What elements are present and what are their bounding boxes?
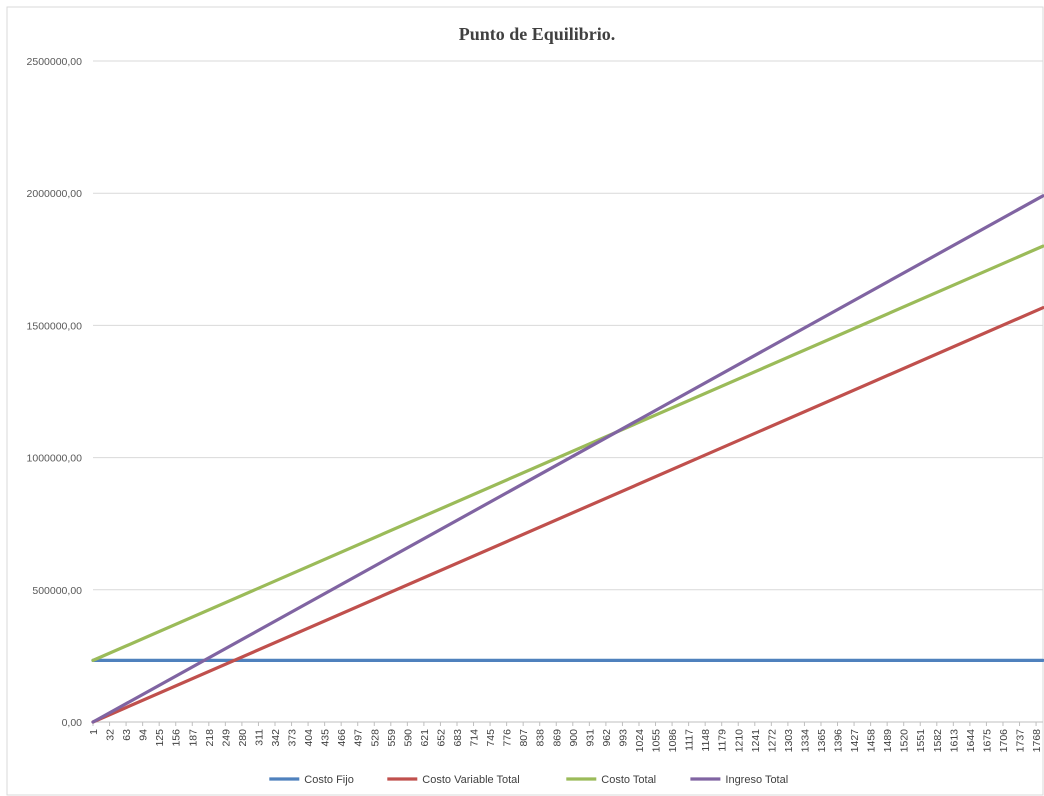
legend-label: Costo Variable Total — [422, 774, 519, 786]
x-tick-label: 32 — [105, 729, 117, 741]
x-tick-label: 652 — [435, 729, 447, 747]
x-tick-label: 1365 — [816, 729, 828, 753]
x-tick-label: 869 — [551, 729, 563, 747]
chart-frame — [6, 6, 1044, 796]
x-tick-label: 1179 — [717, 729, 729, 752]
chart-title: Punto de Equilibrio. — [459, 24, 616, 44]
gridlines — [93, 60, 1043, 591]
x-tick-label: 745 — [485, 729, 497, 747]
x-tick-label: 1 — [88, 729, 100, 735]
x-tick-label: 1582 — [932, 729, 944, 753]
x-tick-label: 63 — [121, 729, 133, 741]
x-tick-label: 993 — [617, 729, 629, 747]
x-tick-label: 807 — [518, 729, 530, 747]
series-line-costo-total — [91, 244, 1044, 663]
x-tick-label: 1644 — [965, 729, 977, 753]
x-tick-label: 900 — [568, 729, 580, 747]
x-tick-label: 621 — [419, 729, 431, 747]
y-axis-tick-labels: 0,00 500000,00 1000000,00 1500000,00 2000000… — [27, 56, 83, 729]
series-line-ingreso-total — [91, 194, 1044, 724]
x-tick-label: 1675 — [981, 729, 993, 753]
x-tick-label: 218 — [204, 729, 216, 747]
x-tick-label: 1334 — [799, 729, 811, 753]
x-tick-label: 342 — [270, 729, 282, 747]
y-tick-label: 500000,00 — [32, 585, 82, 597]
y-tick-label: 0,00 — [62, 717, 83, 729]
y-tick-label: 1500000,00 — [27, 320, 83, 332]
series-line-costo-variable-total — [91, 306, 1044, 724]
x-tick-label: 1613 — [948, 729, 960, 753]
x-tick-label: 528 — [369, 729, 381, 747]
x-tick-label: 1272 — [766, 729, 778, 753]
x-tick-label: 931 — [584, 729, 596, 747]
x-tick-label: 404 — [303, 729, 315, 747]
x-tick-label: 497 — [353, 729, 365, 747]
x-tick-label: 1706 — [998, 729, 1010, 753]
x-tick-label: 125 — [154, 729, 166, 747]
x-tick-label: 1241 — [750, 729, 762, 753]
x-tick-label: 466 — [336, 729, 348, 747]
x-tick-label: 1055 — [651, 729, 663, 753]
x-tick-label: 187 — [187, 729, 199, 747]
series-lines — [91, 194, 1044, 724]
x-tick-label: 1520 — [899, 729, 911, 753]
x-tick-label: 1303 — [783, 729, 795, 753]
x-tick-label: 1458 — [866, 729, 878, 753]
x-tick-label: 714 — [469, 729, 481, 747]
y-tick-label: 2500000,00 — [27, 56, 83, 68]
x-tick-label: 683 — [452, 729, 464, 747]
x-tick-label: 249 — [220, 729, 232, 747]
x-tick-label: 1024 — [634, 729, 646, 753]
y-tick-label: 2000000,00 — [27, 188, 83, 200]
x-tick-label: 1551 — [915, 729, 927, 753]
x-tick-label: 280 — [237, 729, 249, 747]
legend-label: Costo Total — [601, 774, 656, 786]
x-tick-label: 559 — [386, 729, 398, 747]
x-tick-label: 435 — [320, 729, 332, 747]
x-tick-label: 1427 — [849, 729, 861, 753]
x-tick-label: 1086 — [667, 729, 679, 753]
legend: Costo Fijo Costo Variable Total Costo Tota… — [269, 774, 788, 786]
x-tick-label: 1768 — [1031, 729, 1043, 753]
x-tick-label: 373 — [287, 729, 299, 747]
x-tick-label: 1117 — [684, 729, 696, 751]
x-tick-label: 1396 — [833, 729, 845, 753]
x-tick-label: 1489 — [882, 729, 894, 753]
legend-label: Ingreso Total — [725, 774, 788, 786]
x-tick-label: 1148 — [700, 729, 712, 752]
x-tick-label: 962 — [601, 729, 613, 747]
x-axis-tick-labels: 1 32 63 94 125 156 187 218 249 280 311 342 373 404 435… — [88, 722, 1043, 752]
x-tick-label: 1210 — [733, 729, 745, 753]
x-tick-label: 1737 — [1015, 729, 1027, 753]
x-tick-label: 776 — [502, 729, 514, 747]
x-tick-label: 94 — [138, 729, 150, 741]
x-tick-label: 311 — [253, 729, 265, 746]
legend-label: Costo Fijo — [304, 774, 354, 786]
x-tick-label: 838 — [535, 729, 547, 747]
x-tick-label: 590 — [402, 729, 414, 747]
x-tick-label: 156 — [171, 729, 183, 747]
y-tick-label: 1000000,00 — [27, 453, 83, 465]
